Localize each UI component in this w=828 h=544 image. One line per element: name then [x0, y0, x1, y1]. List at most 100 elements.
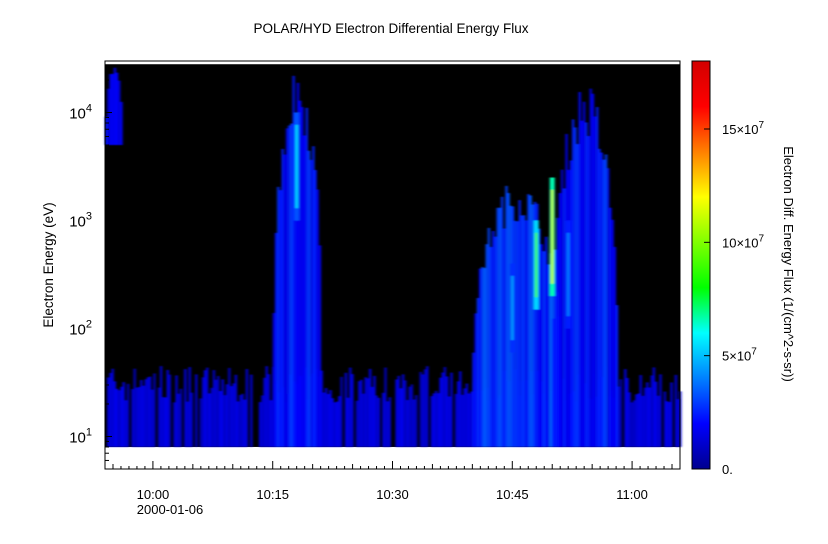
flux-column [107, 88, 110, 146]
flux-column [283, 154, 286, 447]
flux-column [318, 245, 322, 447]
flux-column [397, 375, 400, 447]
y-tick-label: 104 [69, 103, 92, 123]
flux-column [109, 372, 112, 447]
flux-column [424, 369, 427, 447]
flux-column [109, 74, 112, 146]
flux-column [113, 381, 116, 447]
flux-column [241, 393, 244, 447]
flux-column [230, 386, 233, 447]
flux-column [173, 402, 176, 447]
flux-column [598, 148, 601, 447]
flux-peak [551, 189, 554, 284]
flux-column [294, 117, 297, 447]
flux-column [600, 152, 603, 447]
flux-column [386, 401, 389, 447]
flux-column [439, 377, 442, 447]
plot-area: 101 102 103 104 10:00 10:15 10:30 10:45 11:00 [69, 60, 682, 502]
flux-column [525, 220, 528, 447]
flux-column [303, 135, 306, 447]
flux-column [184, 369, 187, 447]
flux-column [204, 370, 207, 447]
flux-column [177, 393, 180, 447]
flux-bars [105, 67, 682, 447]
flux-column [118, 80, 121, 146]
flux-column [441, 372, 444, 447]
flux-column [221, 379, 224, 447]
colorbar-tick-label: 15×107 [722, 120, 765, 137]
y-tick-label: 101 [69, 426, 92, 446]
flux-column [360, 379, 363, 447]
flux-column [650, 375, 653, 447]
flux-column [576, 144, 579, 447]
flux-column [585, 122, 588, 447]
flux-column [465, 383, 468, 447]
colorbar-tick-label: 5×107 [722, 347, 757, 364]
flux-column [639, 375, 642, 447]
flux-column [587, 136, 590, 447]
flux-column [461, 394, 464, 447]
flux-column [514, 220, 517, 447]
flux-column [312, 146, 315, 447]
flux-column [190, 392, 193, 447]
flux-column [369, 368, 372, 447]
flux-column [355, 400, 358, 447]
flux-column [219, 391, 222, 447]
flux-column [463, 388, 466, 447]
flux-column [563, 188, 566, 447]
flux-column [223, 395, 226, 447]
flux-column [188, 367, 191, 447]
flux-column [336, 401, 339, 447]
flux-column [331, 398, 334, 447]
flux-column [160, 366, 163, 447]
flux-column [419, 371, 422, 447]
flux-column [168, 374, 171, 447]
colorbar-ticks: 0. 5×107 10×107 15×107 [704, 120, 765, 477]
flux-column [450, 372, 453, 447]
flux-column [527, 194, 530, 447]
flux-column [206, 367, 209, 447]
flux-peak [535, 232, 538, 298]
flux-column [437, 393, 440, 447]
flux-column [186, 401, 189, 447]
flux-column [299, 100, 302, 447]
flux-column [333, 402, 336, 447]
flux-column [232, 383, 235, 447]
flux-column [111, 368, 114, 447]
x-tick-label: 10:00 [137, 487, 170, 502]
flux-column [432, 393, 435, 447]
flux-column [210, 387, 213, 447]
flux-column [377, 397, 380, 447]
flux-column [613, 246, 617, 447]
colorbar-tick-label: 10×107 [722, 233, 765, 250]
flux-column [347, 397, 350, 447]
flux-column [146, 377, 149, 447]
flux-column [415, 395, 418, 447]
flux-column [164, 397, 167, 447]
flux-column [116, 388, 119, 447]
flux-column [133, 368, 136, 447]
flux-column [538, 228, 541, 447]
flux-column [263, 377, 266, 447]
flux-column [228, 367, 231, 447]
flux-column [105, 116, 108, 146]
x-tick-label: 11:00 [616, 487, 648, 502]
flux-column [243, 399, 246, 447]
flux-column [507, 193, 510, 447]
flux-column [402, 374, 405, 447]
flux-column [120, 101, 123, 146]
flux-column [609, 207, 612, 447]
flux-column [569, 160, 573, 447]
flux-column [140, 380, 143, 447]
flux-column [290, 123, 293, 447]
flux-column [476, 298, 479, 447]
flux-column [349, 367, 352, 447]
flux-column [305, 107, 308, 447]
flux-column [113, 67, 116, 146]
x-axis-ticks: 10:00 10:15 10:30 10:45 11:00 [104, 461, 681, 502]
flux-column [554, 249, 557, 447]
flux-peak [295, 124, 298, 209]
flux-column [637, 393, 640, 447]
flux-column [120, 386, 123, 447]
